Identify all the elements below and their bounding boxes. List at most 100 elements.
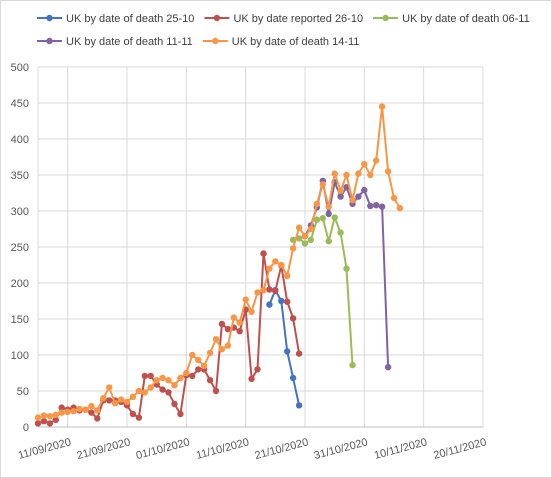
data-point: [355, 193, 362, 200]
legend-entry: UK by date of death 11-11: [37, 36, 193, 48]
data-point: [64, 408, 71, 416]
data-point: [325, 238, 332, 245]
y-tick-label: 100: [11, 350, 29, 362]
data-point: [248, 308, 255, 315]
x-tick-label: 11/09/2020: [17, 436, 73, 462]
data-point: [147, 372, 154, 380]
legend-label: UK by date reported 26-10: [233, 13, 363, 25]
data-point: [384, 364, 392, 371]
legend-swatch-marker: [46, 37, 53, 45]
legend-entry: UK by date reported 26-10: [204, 13, 363, 25]
data-point: [266, 301, 273, 308]
data-point: [384, 168, 392, 175]
data-point: [70, 408, 77, 415]
y-tick-label: 500: [11, 62, 29, 74]
data-point: [106, 397, 113, 404]
x-tick-label: 11/10/2020: [195, 436, 251, 462]
data-point: [284, 272, 291, 279]
data-point: [94, 407, 101, 414]
legend-swatch-marker: [212, 37, 219, 45]
x-tick-label: 01/10/2020: [135, 436, 191, 462]
data-point: [325, 203, 332, 210]
series-lines: [34, 103, 404, 427]
data-point: [343, 171, 350, 179]
axes: 0 50 100 150 200 250 300 350 400 450 500 11/09/2020…: [11, 62, 488, 462]
data-point: [295, 402, 303, 409]
data-point: [224, 342, 232, 349]
data-point: [396, 204, 404, 212]
series-line: [268, 289, 301, 406]
data-point: [40, 412, 48, 419]
data-point: [319, 181, 326, 188]
data-point: [337, 187, 344, 194]
data-point: [373, 202, 380, 209]
legend-label: UK by date of death 11-11: [66, 36, 193, 48]
data-point: [117, 396, 125, 403]
data-point: [355, 170, 362, 177]
data-point: [266, 265, 273, 272]
data-point: [159, 374, 166, 382]
data-point: [195, 356, 202, 364]
data-point: [295, 235, 303, 242]
y-tick-label: 150: [11, 314, 29, 326]
legend: UK by date of death 25-10 UK by date repo…: [37, 13, 530, 48]
data-point: [58, 409, 65, 416]
data-point: [46, 413, 54, 420]
legend-swatch-marker: [46, 14, 53, 22]
data-point: [289, 374, 297, 382]
data-point: [159, 386, 166, 393]
y-tick-label: 450: [11, 98, 29, 110]
y-tick-label: 50: [17, 386, 29, 398]
data-point: [248, 375, 255, 382]
data-point: [373, 157, 380, 164]
data-point: [289, 315, 297, 322]
data-point: [390, 194, 398, 202]
data-point: [378, 203, 386, 210]
data-point: [242, 296, 249, 303]
data-point: [153, 377, 160, 384]
series-line: [37, 252, 301, 425]
data-point: [141, 389, 148, 396]
data-point: [189, 372, 196, 380]
data-point: [260, 250, 267, 257]
data-point: [171, 400, 178, 408]
data-point: [171, 382, 178, 389]
data-point: [40, 418, 48, 425]
legend-label: UK by date of death 14-11: [232, 36, 360, 48]
data-point: [236, 319, 243, 326]
data-point: [260, 287, 267, 294]
data-point: [177, 410, 184, 418]
data-point: [206, 377, 214, 384]
data-point: [295, 350, 303, 357]
data-point: [337, 193, 344, 200]
data-point: [272, 287, 279, 295]
data-point: [111, 400, 119, 407]
data-point: [284, 298, 291, 305]
data-point: [123, 398, 131, 405]
data-point: [307, 236, 315, 243]
y-tick-label: 250: [11, 242, 29, 254]
data-point: [212, 387, 220, 395]
data-point: [361, 186, 368, 194]
data-point: [331, 170, 338, 177]
y-tick-label: 300: [11, 206, 29, 218]
data-point: [135, 387, 143, 395]
data-point: [106, 384, 113, 391]
data-point: [177, 374, 184, 382]
data-point: [325, 210, 332, 218]
data-point: [129, 410, 137, 418]
data-point: [76, 405, 83, 413]
series-1: [266, 287, 303, 409]
series-3: [289, 214, 356, 369]
data-point: [206, 349, 214, 356]
data-point: [224, 325, 232, 333]
data-point: [141, 372, 148, 380]
data-point: [129, 393, 137, 400]
data-point: [195, 366, 202, 373]
y-tick-label: 0: [23, 422, 29, 434]
legend-entry: UK by date of death 14-11: [202, 36, 360, 48]
data-point: [212, 336, 220, 343]
data-point: [343, 265, 350, 272]
data-point: [349, 197, 356, 204]
